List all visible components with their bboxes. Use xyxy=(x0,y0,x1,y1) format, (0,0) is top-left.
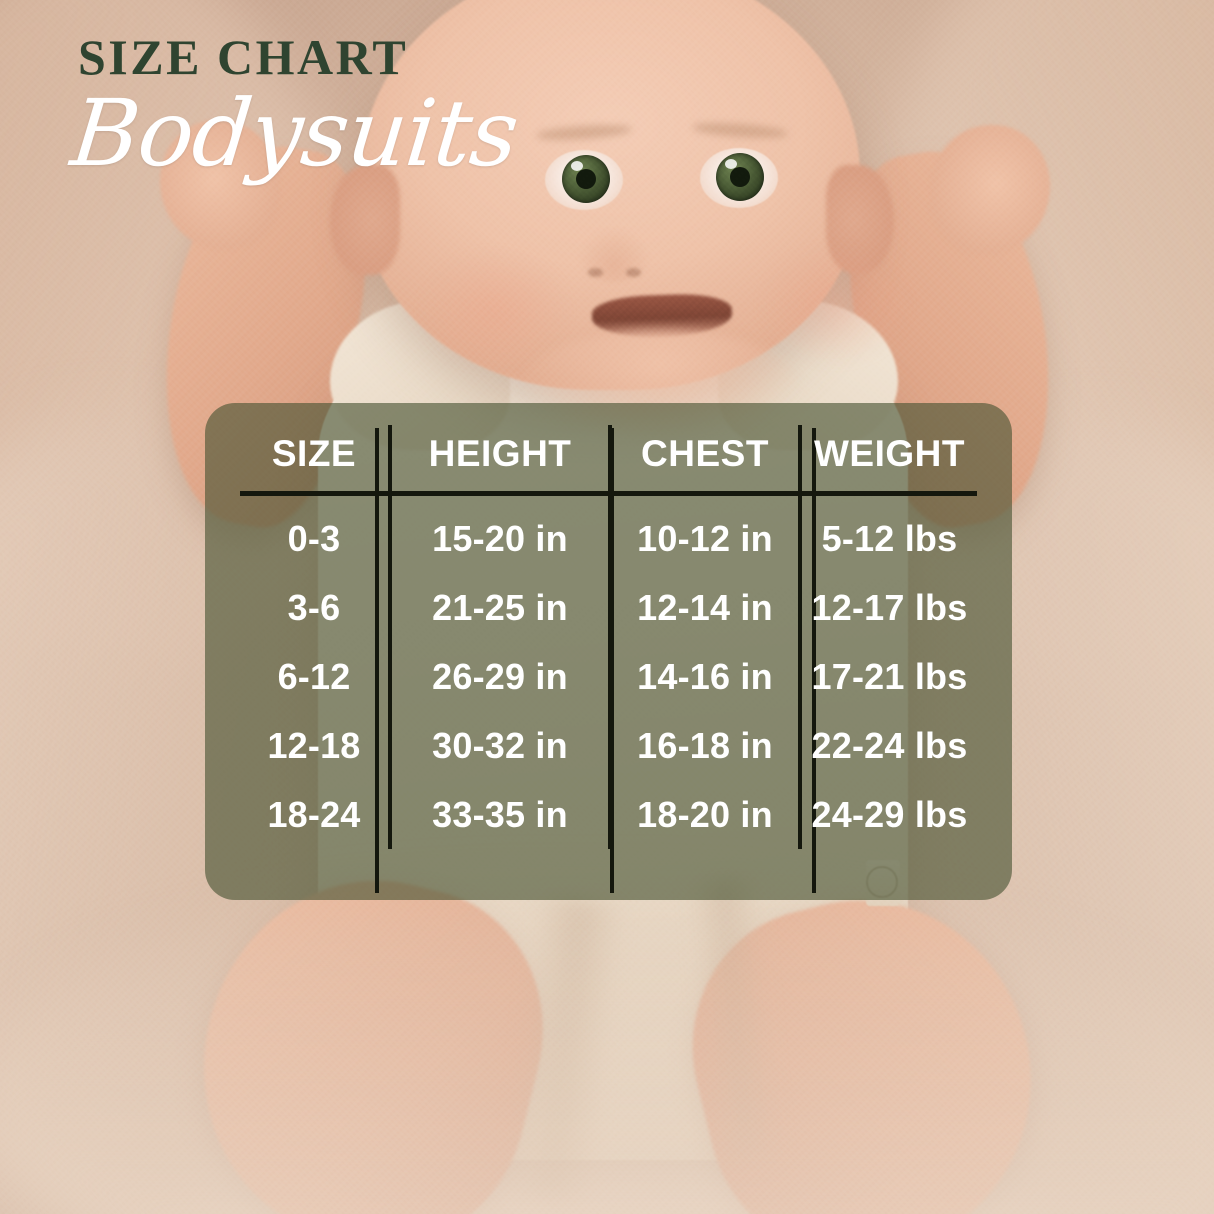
cell-chest: 16-18 in xyxy=(608,711,800,780)
cell-weight: 24-29 lbs xyxy=(798,780,977,849)
cell-height: 30-32 in xyxy=(388,711,610,780)
size-table-wrapper: SIZE HEIGHT CHEST WEIGHT 0-3 15-20 in 10… xyxy=(205,403,1012,900)
baby-hand-right xyxy=(930,125,1050,255)
baby-nostril-left xyxy=(588,268,603,277)
table-header-row: SIZE HEIGHT CHEST WEIGHT xyxy=(240,425,977,496)
baby-nostril-right xyxy=(626,268,641,277)
size-table-panel: SIZE HEIGHT CHEST WEIGHT 0-3 15-20 in 10… xyxy=(205,403,1012,900)
cell-chest: 14-16 in xyxy=(608,642,800,711)
table-row: 0-3 15-20 in 10-12 in 5-12 lbs xyxy=(240,493,977,573)
cell-size: 0-3 xyxy=(287,518,341,559)
baby-pupil-right xyxy=(730,167,750,187)
size-table-header: SIZE HEIGHT CHEST WEIGHT xyxy=(240,425,977,496)
column-divider-1 xyxy=(375,428,379,893)
baby-eye-glint-right xyxy=(725,159,737,169)
cell-height: 26-29 in xyxy=(388,642,610,711)
baby-eye-glint-left xyxy=(571,161,583,171)
table-row: 18-24 33-35 in 18-20 in 24-29 lbs xyxy=(240,780,977,849)
table-row: 3-6 21-25 in 12-14 in 12-17 lbs xyxy=(240,573,977,642)
column-header-chest: CHEST xyxy=(608,425,800,496)
title-block: SIZE CHART Bodysuits xyxy=(66,29,598,187)
baby-cheek-left xyxy=(420,250,570,370)
cell-chest: 10-12 in xyxy=(608,493,800,573)
cell-size: 18-24 xyxy=(267,794,361,835)
table-row: 6-12 26-29 in 14-16 in 17-21 lbs xyxy=(240,642,977,711)
cell-weight: 12-17 lbs xyxy=(798,573,977,642)
cell-weight: 17-21 lbs xyxy=(798,642,977,711)
baby-ear-left xyxy=(330,165,400,275)
baby-pupil-left xyxy=(576,169,596,189)
baby-hand-left xyxy=(160,120,280,250)
cell-height: 15-20 in xyxy=(388,493,610,573)
cell-height: 33-35 in xyxy=(388,780,610,849)
cell-size: 12-18 xyxy=(267,725,361,766)
page-subtitle: Bodysuits xyxy=(66,80,523,187)
cell-chest: 18-20 in xyxy=(608,780,800,849)
cell-size: 3-6 xyxy=(287,587,341,628)
cell-height: 21-25 in xyxy=(388,573,610,642)
column-header-size: SIZE xyxy=(240,425,390,496)
baby-ear-right xyxy=(826,165,894,273)
table-row: 12-18 30-32 in 16-18 in 22-24 lbs xyxy=(240,711,977,780)
cell-weight: 5-12 lbs xyxy=(798,493,977,573)
blanket-fold-bottom xyxy=(0,894,1214,1214)
cell-size: 6-12 xyxy=(277,656,351,697)
column-header-height: HEIGHT xyxy=(388,425,610,496)
baby-cheek-right xyxy=(760,245,910,365)
size-table-body: 0-3 15-20 in 10-12 in 5-12 lbs 3-6 21-25… xyxy=(240,493,977,849)
column-header-weight: WEIGHT xyxy=(798,425,977,496)
page-title: SIZE CHART xyxy=(78,29,409,85)
size-table: SIZE HEIGHT CHEST WEIGHT 0-3 15-20 in 10… xyxy=(240,425,977,849)
cell-chest: 12-14 in xyxy=(608,573,800,642)
cell-weight: 22-24 lbs xyxy=(798,711,977,780)
